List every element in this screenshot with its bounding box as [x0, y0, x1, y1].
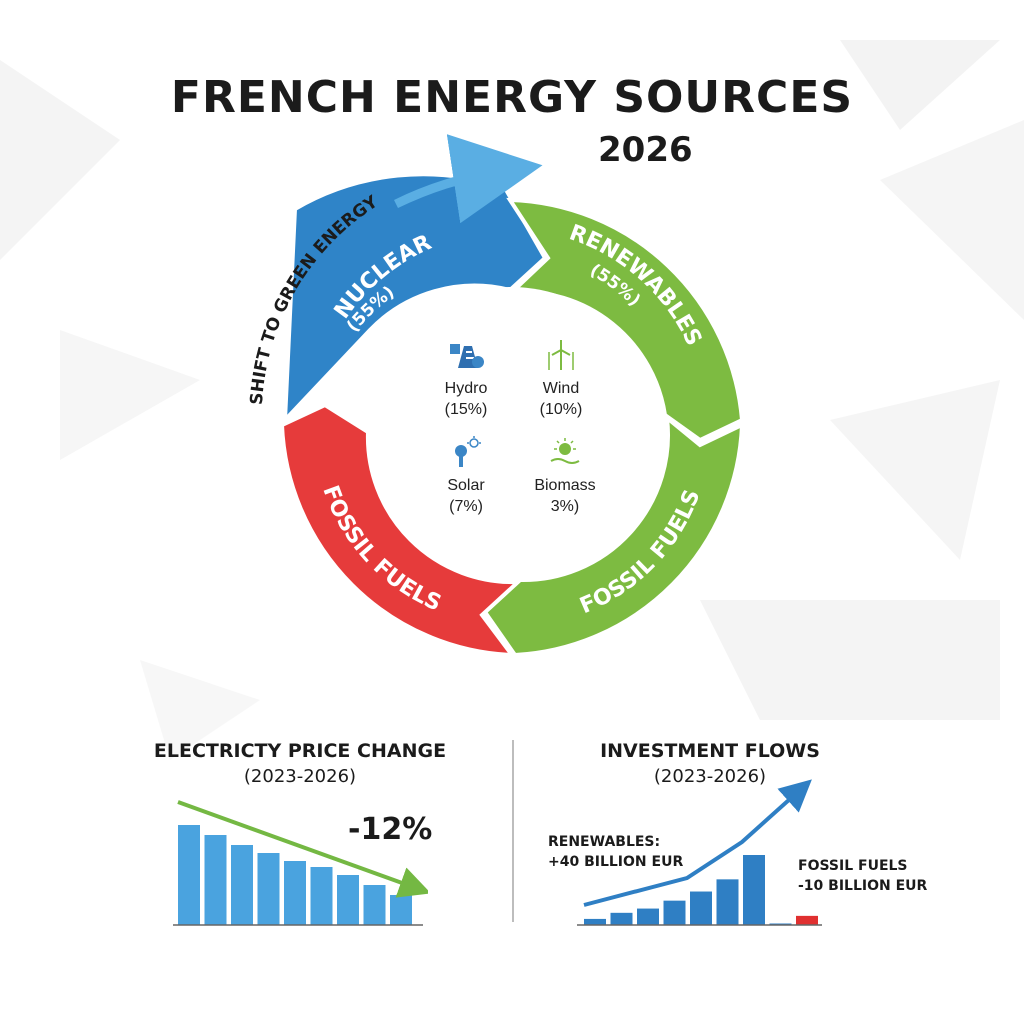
investment-bar [637, 908, 659, 925]
wind-value: (10%) [539, 401, 583, 418]
price-bar [231, 845, 253, 925]
investment-bar [663, 900, 686, 925]
panel-divider [512, 740, 514, 922]
investment-trend-arrow [583, 779, 812, 907]
price-bar [337, 875, 359, 925]
renewables-annotation-line2: +40 BILLION EUR [548, 854, 684, 870]
page-year: 2026 [598, 130, 693, 170]
investment-chart-title: INVESTMENT FLOWS [600, 740, 820, 762]
investment-fossil-bar [796, 915, 818, 925]
center-item-solar: Solar (7%) [421, 435, 511, 517]
price-chart-title: ELECTRICTY PRICE CHANGE [153, 740, 447, 762]
center-item-biomass: Biomass 3%) [520, 435, 610, 517]
investment-bar [690, 891, 712, 925]
ring-segment-nuclear [282, 172, 548, 426]
shift-arrow [394, 134, 543, 224]
biomass-sun-icon [550, 438, 580, 464]
renewables-investment-annotation: RENEWABLES: +40 BILLION EUR [548, 832, 683, 872]
price-trend-arrow [177, 800, 428, 898]
page-title: FRENCH ENERGY SOURCES [170, 72, 854, 123]
investment-chart [577, 779, 822, 926]
investment-chart-subtitle: (2023-2026) [653, 766, 767, 787]
price-bar [284, 861, 306, 925]
price-bar [178, 825, 200, 925]
solar-value: (7%) [449, 498, 483, 515]
investment-bar [584, 918, 606, 925]
price-chart [173, 800, 428, 926]
energy-ring: NUCLEAR (55%) RENEWABLES (55%) FOSSIL FU… [246, 134, 745, 658]
price-bar [204, 835, 227, 925]
price-change-annotation: -12% [348, 812, 433, 847]
price-bar [363, 885, 386, 925]
investment-bar [743, 855, 765, 925]
wind-turbine-icon [548, 340, 574, 370]
dam-icon [450, 344, 484, 368]
fossil-annotation-line2: -10 BILLION EUR [798, 878, 928, 894]
hydro-value: (15%) [444, 401, 488, 418]
price-chart-subtitle: (2023-2026) [243, 766, 357, 787]
price-bar [390, 895, 412, 925]
solar-name: Solar [447, 477, 485, 494]
investment-bar [610, 912, 633, 925]
fossil-investment-annotation: FOSSIL FUELS -10 BILLION EUR [798, 856, 927, 896]
investment-bar [716, 879, 739, 925]
ring-segment-fossil-left [279, 402, 524, 658]
solar-icon [455, 436, 481, 467]
center-item-wind: Wind (10%) [516, 338, 606, 420]
ring-segment-fossil-right [482, 413, 745, 658]
biomass-name: Biomass [534, 477, 596, 494]
biomass-value: 3%) [550, 498, 580, 515]
price-bar [310, 867, 333, 925]
wind-name: Wind [542, 380, 580, 397]
center-item-hydro: Hydro (15%) [421, 338, 511, 420]
price-bar [257, 853, 280, 925]
renewables-annotation-line1: RENEWABLES: [548, 834, 661, 850]
hydro-name: Hydro [444, 380, 488, 397]
fossil-annotation-line1: FOSSIL FUELS [798, 858, 908, 874]
